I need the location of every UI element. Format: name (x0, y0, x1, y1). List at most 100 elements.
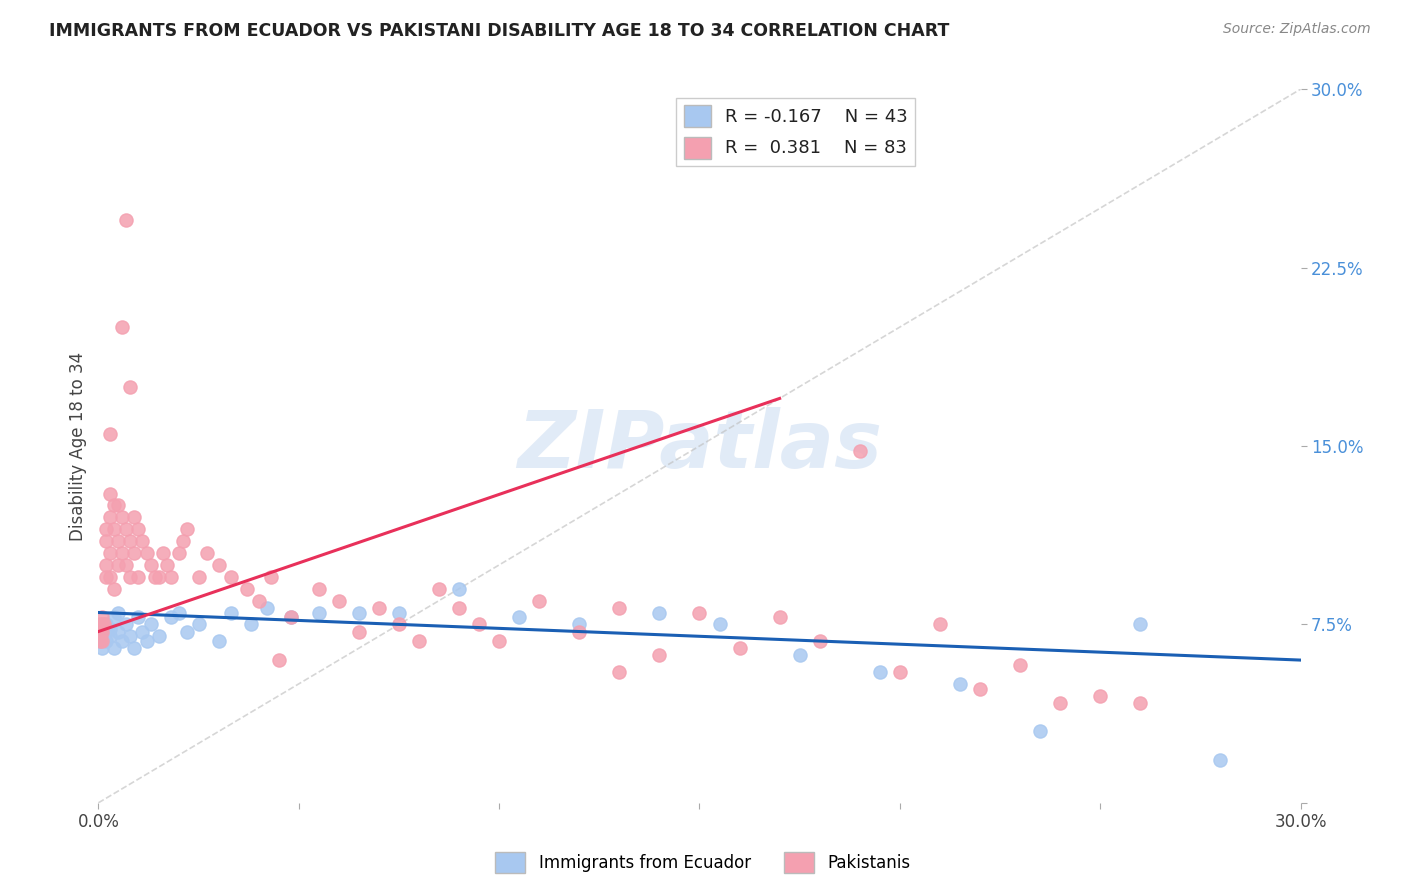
Point (347, 624, 370, 639)
Point (100, 510, 122, 524)
Point (308, 606, 330, 620)
Point (91, 617, 114, 632)
Point (100, 427, 122, 442)
Point (124, 546, 146, 560)
Point (1088, 689, 1111, 703)
Point (568, 617, 591, 632)
Legend: R = -0.167    N = 43, R =  0.381    N = 83: R = -0.167 N = 43, R = 0.381 N = 83 (676, 98, 915, 166)
Point (100, 570, 122, 584)
Point (103, 610, 125, 624)
Point (889, 665, 911, 679)
Text: ZIPatlas: ZIPatlas (517, 407, 882, 485)
Point (96, 570, 118, 584)
Point (107, 534, 129, 549)
Point (689, 606, 711, 620)
Point (143, 570, 166, 584)
Point (100, 546, 122, 560)
Point (115, 522, 138, 536)
Point (124, 641, 146, 656)
Point (103, 522, 125, 536)
Point (187, 570, 209, 584)
Point (115, 213, 138, 227)
Point (219, 570, 242, 584)
Point (100, 622, 122, 636)
Point (91, 634, 114, 648)
Point (368, 600, 391, 615)
Point (388, 606, 411, 620)
Point (155, 558, 177, 572)
Point (648, 648, 671, 663)
Point (347, 606, 370, 620)
Point (100, 486, 122, 500)
Point (648, 606, 671, 620)
Text: Source: ZipAtlas.com: Source: ZipAtlas.com (1223, 22, 1371, 37)
Point (96, 522, 118, 536)
Point (447, 582, 470, 596)
Point (107, 558, 129, 572)
Point (159, 610, 181, 624)
Point (769, 610, 792, 624)
Point (91, 624, 114, 639)
Point (609, 665, 631, 679)
Point (208, 634, 231, 648)
Point (508, 610, 530, 624)
Point (115, 558, 138, 572)
Point (135, 634, 157, 648)
Point (388, 617, 411, 632)
Point (103, 582, 125, 596)
Point (808, 634, 831, 648)
Point (529, 593, 551, 607)
Point (107, 499, 129, 513)
Point (247, 593, 270, 607)
Point (256, 600, 278, 615)
Point (115, 617, 138, 632)
Point (111, 546, 134, 560)
Y-axis label: Disability Age 18 to 34: Disability Age 18 to 34 (69, 351, 87, 541)
Point (103, 641, 125, 656)
Point (167, 546, 190, 560)
Point (89, 617, 111, 632)
Point (929, 617, 952, 632)
Point (107, 606, 129, 620)
Point (219, 606, 242, 620)
Point (308, 582, 330, 596)
Point (187, 617, 209, 632)
Point (1010, 657, 1032, 672)
Point (176, 624, 198, 639)
Point (107, 624, 129, 639)
Point (135, 546, 157, 560)
Point (91, 624, 114, 639)
Point (93, 617, 115, 632)
Point (128, 610, 150, 624)
Point (139, 558, 162, 572)
Point (120, 379, 142, 393)
Point (176, 522, 198, 536)
Text: IMMIGRANTS FROM ECUADOR VS PAKISTANI DISABILITY AGE 18 TO 34 CORRELATION CHART: IMMIGRANTS FROM ECUADOR VS PAKISTANI DIS… (49, 22, 949, 40)
Point (96, 558, 118, 572)
Point (1129, 617, 1152, 632)
Point (969, 681, 991, 696)
Point (328, 593, 350, 607)
Point (447, 600, 470, 615)
Point (949, 677, 972, 691)
Point (468, 617, 491, 632)
Point (869, 665, 891, 679)
Point (103, 499, 125, 513)
Point (131, 624, 153, 639)
Point (89, 634, 111, 648)
Point (172, 534, 194, 549)
Point (120, 629, 142, 643)
Point (120, 534, 142, 549)
Point (139, 617, 162, 632)
Point (280, 610, 302, 624)
Point (111, 634, 134, 648)
Point (1029, 724, 1052, 739)
Point (124, 510, 146, 524)
Point (427, 582, 450, 596)
Point (152, 546, 174, 560)
Point (280, 610, 302, 624)
Point (91, 610, 114, 624)
Point (120, 570, 142, 584)
Point (1129, 696, 1152, 710)
Point (159, 570, 181, 584)
